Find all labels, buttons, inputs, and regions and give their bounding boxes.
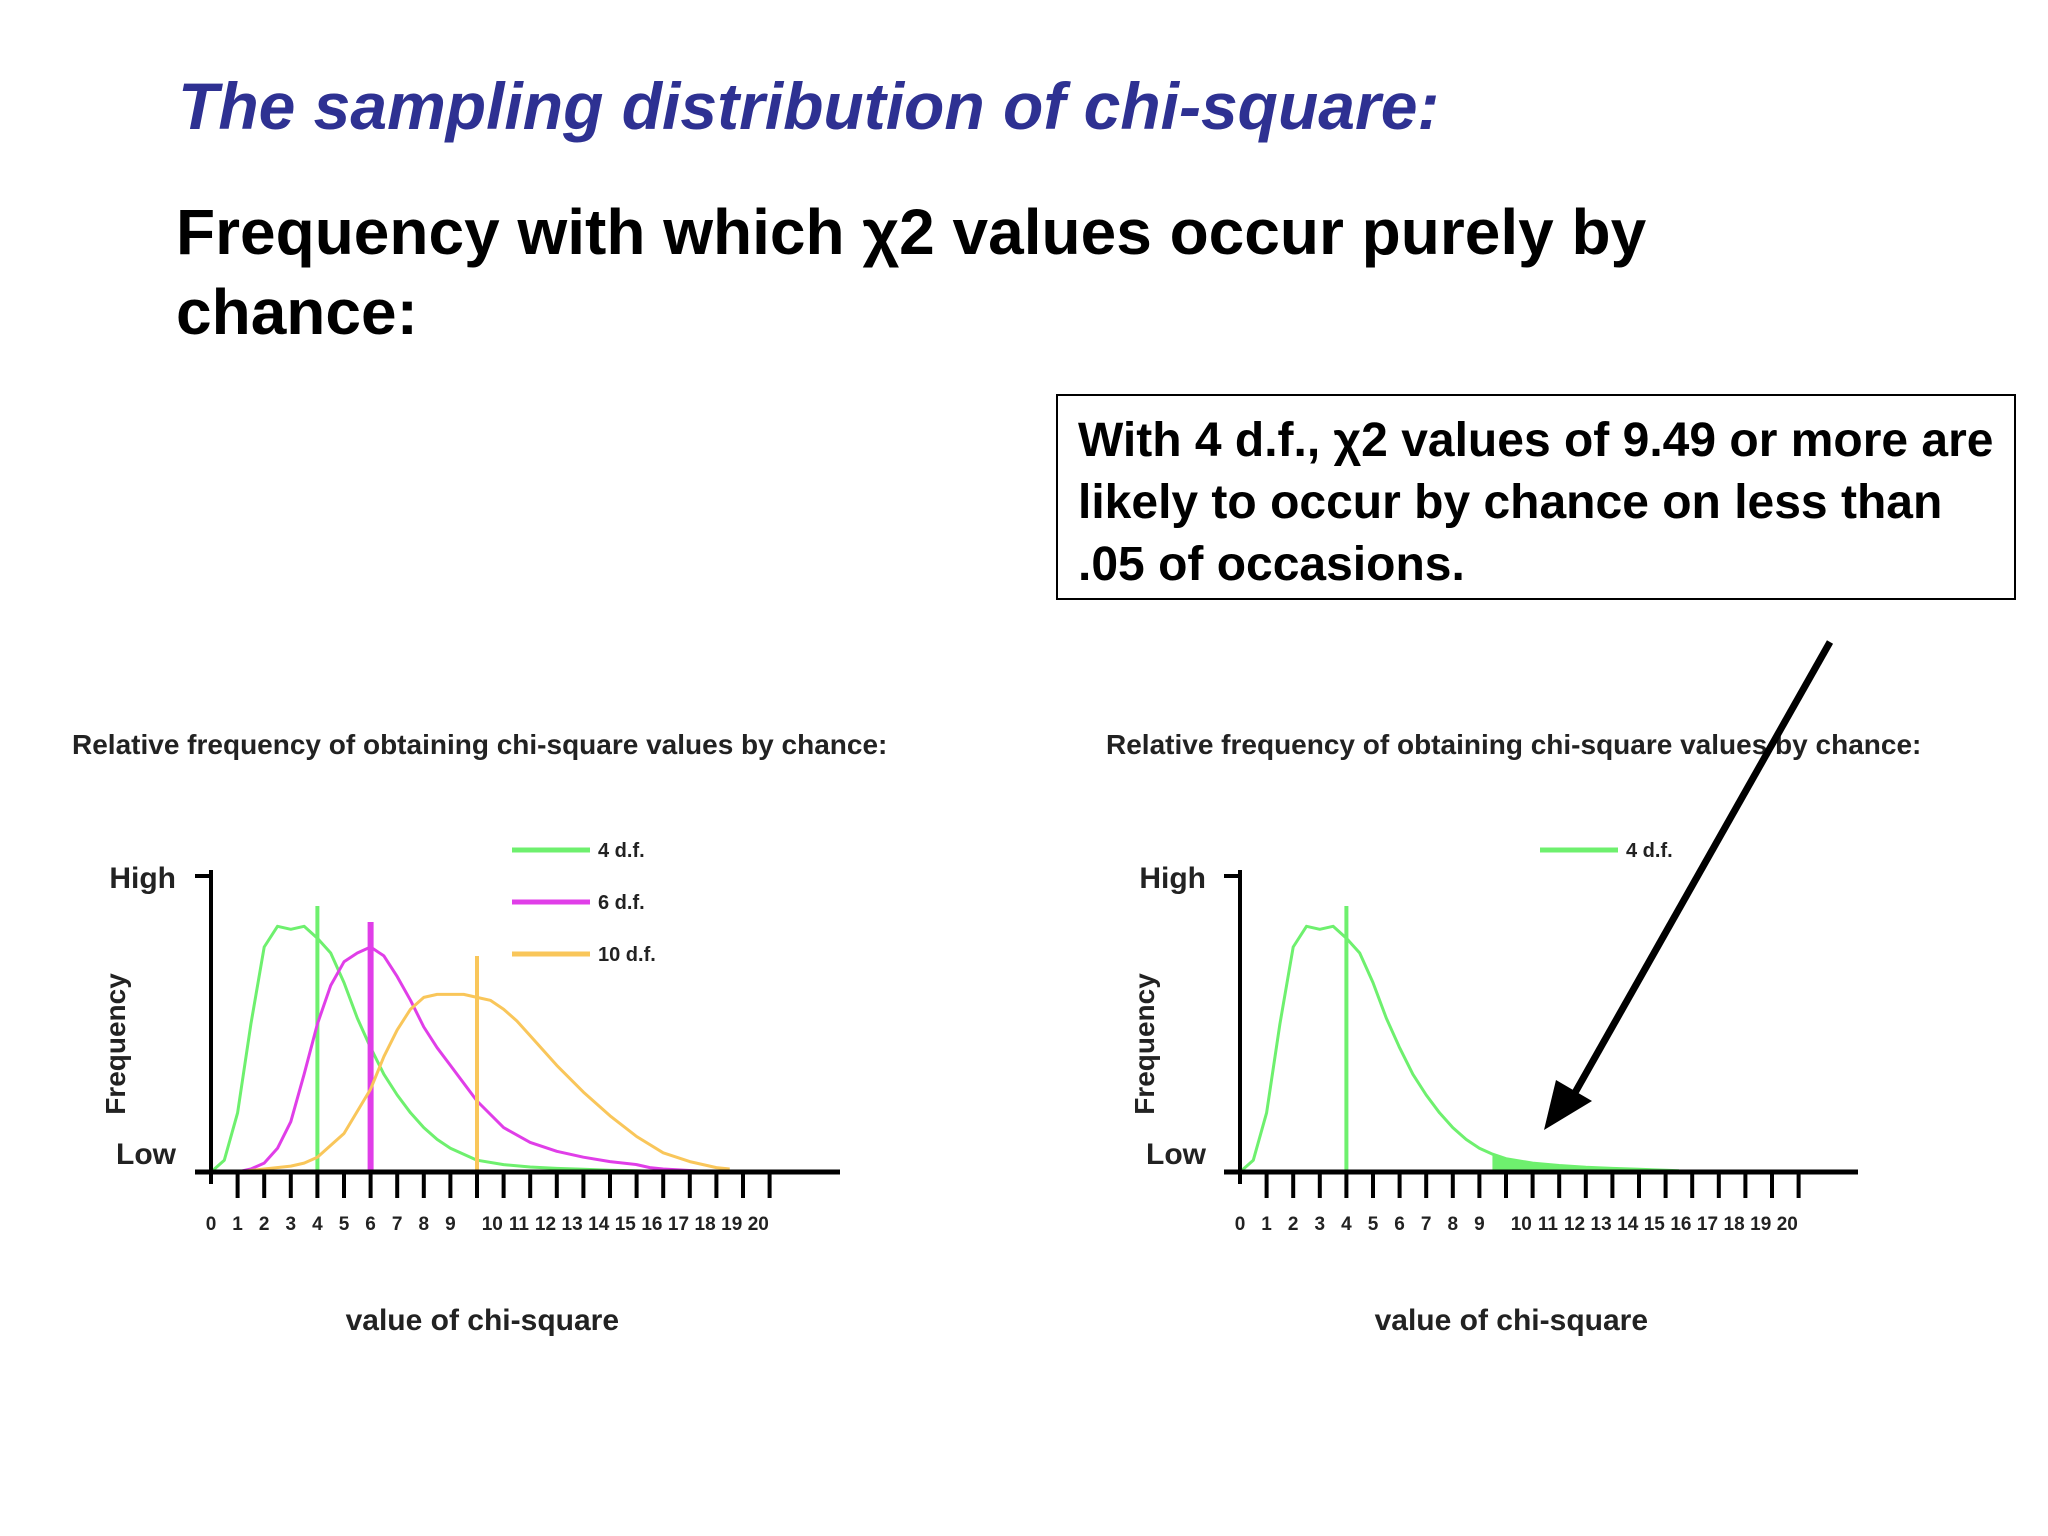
x-axis-label: value of chi-square bbox=[346, 1304, 619, 1337]
x-tick-label: 9 bbox=[1474, 1214, 1485, 1235]
y-tick-high: High bbox=[109, 862, 176, 895]
x-tick-label: 20 bbox=[1777, 1214, 1798, 1235]
x-tick-label: 19 bbox=[721, 1214, 742, 1235]
x-tick-label: 2 bbox=[1288, 1214, 1299, 1235]
x-tick-label: 10 bbox=[1511, 1214, 1532, 1235]
chart-2: Relative frequency of obtaining chi-squa… bbox=[1106, 729, 1921, 1337]
x-tick-label: 2 bbox=[259, 1214, 270, 1235]
x-tick-label: 8 bbox=[1448, 1214, 1459, 1235]
x-tick-label: 10 bbox=[482, 1214, 503, 1235]
callout-arrow bbox=[1544, 640, 1834, 1130]
x-tick-label: 3 bbox=[286, 1214, 297, 1235]
x-tick-label: 16 bbox=[641, 1214, 662, 1235]
x-tick-label: 1 bbox=[1261, 1214, 1272, 1235]
y-tick-low: Low bbox=[116, 1138, 177, 1171]
x-tick-label: 12 bbox=[1564, 1214, 1585, 1235]
x-tick-label: 15 bbox=[1644, 1214, 1666, 1235]
x-tick-label: 7 bbox=[392, 1214, 403, 1235]
legend-label-2: 6 d.f. bbox=[598, 892, 645, 914]
y-tick-low: Low bbox=[1146, 1138, 1207, 1171]
x-tick-label: 0 bbox=[1235, 1214, 1246, 1235]
series-line-1 bbox=[210, 924, 664, 1174]
x-tick-label: 16 bbox=[1670, 1214, 1691, 1235]
x-tick-label: 8 bbox=[419, 1214, 430, 1235]
slide-subtitle: Frequency with which χ2 values occur pur… bbox=[176, 196, 1647, 348]
x-tick-label: 3 bbox=[1315, 1214, 1326, 1235]
x-tick-label: 15 bbox=[615, 1214, 637, 1235]
x-tick-label: 5 bbox=[1368, 1214, 1379, 1235]
series-line-2 bbox=[237, 945, 717, 1174]
chart-1: Relative frequency of obtaining chi-squa… bbox=[72, 729, 887, 1337]
x-tick-label: 13 bbox=[1591, 1214, 1612, 1235]
slide-title: The sampling distribution of chi-square: bbox=[178, 69, 1440, 143]
arrow-shaft bbox=[1568, 640, 1834, 1100]
x-tick-label: 20 bbox=[748, 1214, 769, 1235]
x-tick-label: 17 bbox=[1697, 1214, 1718, 1235]
x-tick-label: 6 bbox=[1394, 1214, 1405, 1235]
x-tick-label: 0 bbox=[206, 1214, 217, 1235]
chart-title: Relative frequency of obtaining chi-squa… bbox=[72, 729, 887, 760]
x-tick-label: 14 bbox=[588, 1214, 610, 1235]
x-tick-label: 18 bbox=[695, 1214, 716, 1235]
chart-title: Relative frequency of obtaining chi-squa… bbox=[1106, 729, 1921, 760]
x-tick-label: 18 bbox=[1724, 1214, 1745, 1235]
legend-label-1: 4 d.f. bbox=[598, 840, 645, 862]
y-tick-high: High bbox=[1139, 862, 1206, 895]
series-line-1 bbox=[1239, 924, 1679, 1174]
x-tick-label: 11 bbox=[1538, 1214, 1559, 1235]
x-tick-label: 12 bbox=[535, 1214, 556, 1235]
x-tick-label: 4 bbox=[312, 1214, 323, 1235]
x-tick-label: 13 bbox=[562, 1214, 583, 1235]
x-tick-label: 11 bbox=[509, 1214, 530, 1235]
x-tick-label: 14 bbox=[1617, 1214, 1639, 1235]
x-tick-label: 7 bbox=[1421, 1214, 1432, 1235]
legend-label-3: 10 d.f. bbox=[598, 944, 656, 966]
y-axis-label: Frequency bbox=[100, 973, 131, 1115]
y-axis-label: Frequency bbox=[1129, 973, 1160, 1115]
x-tick-label: 1 bbox=[232, 1214, 243, 1235]
shaded-tail-area bbox=[1492, 1154, 1679, 1172]
x-tick-label: 9 bbox=[445, 1214, 456, 1235]
x-tick-label: 19 bbox=[1750, 1214, 1771, 1235]
legend-label-1: 4 d.f. bbox=[1626, 840, 1673, 862]
x-tick-label: 6 bbox=[365, 1214, 376, 1235]
x-tick-label: 17 bbox=[668, 1214, 689, 1235]
x-axis-label: value of chi-square bbox=[1375, 1304, 1648, 1337]
callout-box: With 4 d.f., χ2 values of 9.49 or more a… bbox=[1056, 394, 2016, 600]
x-tick-label: 5 bbox=[339, 1214, 350, 1235]
arrow-head bbox=[1544, 1080, 1592, 1130]
series-line-3 bbox=[237, 992, 730, 1174]
x-tick-label: 4 bbox=[1341, 1214, 1352, 1235]
